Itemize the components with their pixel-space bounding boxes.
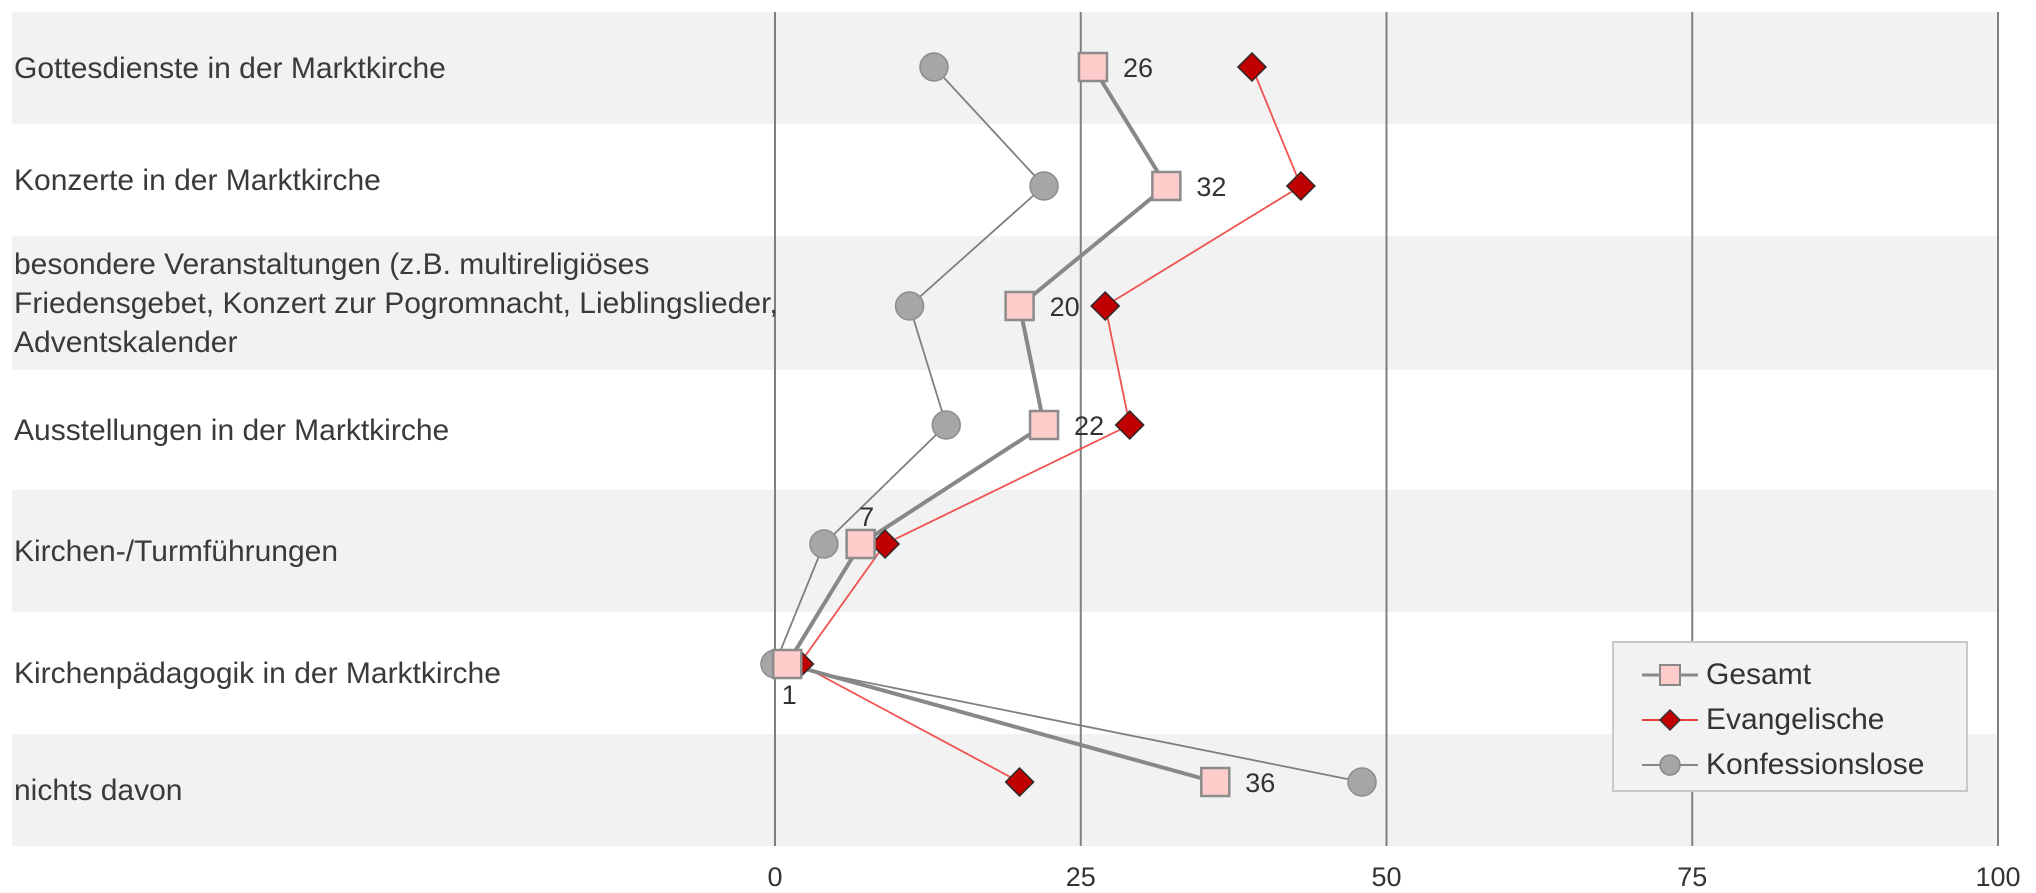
marker-gesamt bbox=[1077, 51, 1109, 83]
marker-konfessionslose bbox=[1029, 171, 1059, 201]
marker-evangelische bbox=[1236, 51, 1268, 83]
data-label-gesamt: 22 bbox=[1074, 411, 1104, 441]
category-label: Kirchenpädagogik in der Marktkirche bbox=[14, 656, 501, 690]
marker-gesamt bbox=[1151, 170, 1182, 202]
x-tick-label: 50 bbox=[1371, 862, 1402, 892]
data-label-gesamt: 32 bbox=[1196, 172, 1226, 202]
category-label: Gottesdienste in der Marktkirche bbox=[14, 51, 446, 85]
marker-konfessionslose bbox=[894, 291, 925, 321]
marker-evangelische bbox=[1004, 766, 1035, 798]
gridlines bbox=[774, 12, 1999, 846]
data-label-gesamt: 20 bbox=[1050, 292, 1080, 322]
legend-label-evangelische: Evangelische bbox=[1706, 703, 1885, 736]
marker-evangelische bbox=[1114, 409, 1145, 441]
series-line-gesamt bbox=[784, 65, 1216, 784]
marker-konfessionslose bbox=[919, 52, 949, 82]
x-tick-label: 25 bbox=[1065, 862, 1096, 892]
category-label: Konzerte in der Marktkirche bbox=[14, 163, 381, 197]
category-label: Kirchen-/Turmführungen bbox=[14, 534, 339, 568]
data-label-gesamt: 36 bbox=[1245, 768, 1275, 798]
marker-gesamt bbox=[1004, 290, 1035, 322]
marker-konfessionslose bbox=[1347, 767, 1377, 797]
data-label-gesamt: 26 bbox=[1123, 53, 1153, 83]
category-label: Ausstellungen in der Marktkirche bbox=[14, 413, 450, 447]
series-markers bbox=[760, 51, 1377, 798]
data-labels: 26 32 20 22 7 1 36 bbox=[782, 53, 1276, 798]
row-band bbox=[12, 490, 1998, 612]
legend-item-evangelische: Evangelische bbox=[1640, 700, 1884, 740]
marker-konfessionslose bbox=[809, 529, 839, 559]
series-lines bbox=[773, 65, 1363, 784]
marker-evangelische bbox=[1090, 290, 1121, 322]
series-line-konfessionslose bbox=[773, 66, 1363, 783]
x-tick-label: 100 bbox=[1975, 862, 2021, 892]
data-label-gesamt: 1 bbox=[782, 680, 797, 710]
category-label: nichts davon bbox=[14, 773, 183, 807]
marker-gesamt bbox=[771, 648, 803, 680]
marker-konfessionslose bbox=[931, 410, 961, 440]
marker-evangelische bbox=[1285, 170, 1316, 202]
x-tick-label: 0 bbox=[767, 862, 783, 892]
legend-swatch-diamond bbox=[1642, 708, 1698, 732]
legend-label-konfessionslose: Konfessionslose bbox=[1706, 748, 1925, 781]
row-band bbox=[12, 12, 1998, 124]
marker-gesamt bbox=[1200, 766, 1231, 798]
marker-gesamt bbox=[845, 528, 876, 560]
data-label-gesamt: 7 bbox=[859, 502, 874, 532]
legend-item-konfessionslose: Konfessionslose bbox=[1640, 745, 1924, 785]
legend-label-gesamt: Gesamt bbox=[1706, 658, 1812, 691]
legend-item-gesamt: Gesamt bbox=[1640, 655, 1811, 695]
x-tick-label: 75 bbox=[1677, 862, 1708, 892]
legend: Gesamt Evangelische Konfessionslose bbox=[1612, 641, 1968, 792]
legend-swatch-square bbox=[1642, 664, 1698, 686]
legend-swatch-circle bbox=[1642, 754, 1698, 776]
marker-gesamt bbox=[1028, 409, 1060, 441]
category-label: besondere Veranstaltungen (z.B. multirel… bbox=[14, 247, 778, 359]
